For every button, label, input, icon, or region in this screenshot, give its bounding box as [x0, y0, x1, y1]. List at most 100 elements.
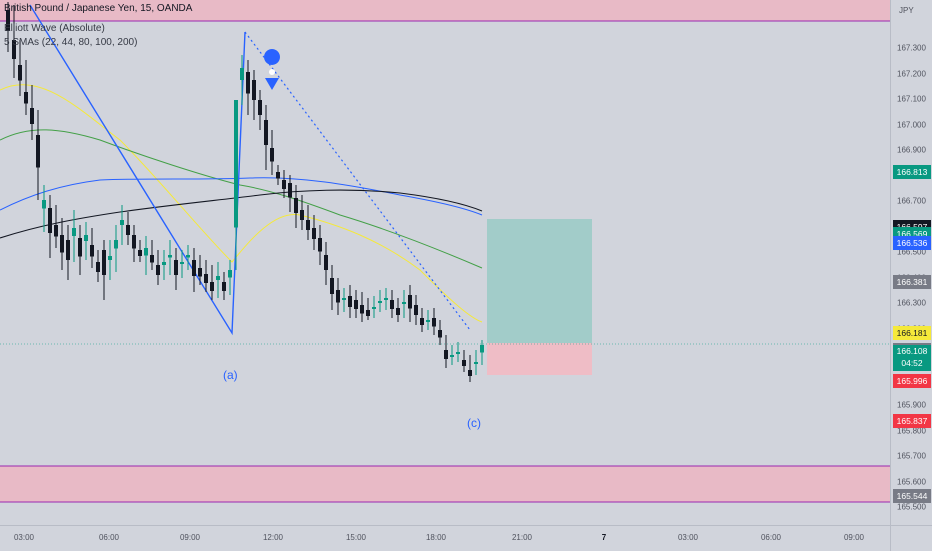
candle-body — [162, 262, 166, 265]
price-label: 166.813 — [893, 165, 931, 180]
candle-body — [54, 225, 58, 237]
candle-body — [276, 172, 280, 179]
candle-body — [396, 308, 400, 315]
candle-body — [306, 220, 310, 230]
chart-plot-area[interactable]: British Pound / Japanese Yen, 15, OANDA … — [0, 0, 890, 525]
candle-body — [12, 40, 16, 59]
candle-body — [48, 208, 52, 233]
price-label: 166.381 — [893, 275, 931, 290]
sma-44-line — [0, 129, 483, 269]
time-tick: 03:00 — [677, 533, 699, 542]
candle-body — [150, 255, 154, 263]
candle-body — [372, 307, 376, 309]
candle-body — [270, 148, 274, 162]
price-tick: 165.700 — [897, 451, 926, 461]
candle-body — [120, 220, 124, 225]
symbol-title[interactable]: British Pound / Japanese Yen, 15, OANDA — [4, 3, 193, 14]
candle-body — [414, 305, 418, 315]
candle-body — [246, 72, 250, 94]
price-label-value: 166.108 — [896, 345, 928, 356]
indicator-elliott-wave[interactable]: Elliott Wave (Absolute) — [4, 23, 105, 34]
price-label-value: 166.569 — [896, 229, 928, 240]
elliott-wave-projection — [244, 31, 471, 331]
candle-body — [222, 282, 226, 291]
candle-body — [384, 298, 388, 300]
candle-body — [252, 80, 256, 100]
currency-unit[interactable]: JPY — [899, 6, 914, 15]
candle-body — [468, 370, 472, 376]
candle-body — [354, 300, 358, 309]
bar-countdown: 04:52 — [901, 357, 923, 368]
candle-body — [174, 260, 178, 275]
candle-body — [114, 240, 118, 249]
candle-body — [474, 362, 478, 364]
price-tick: 166.300 — [897, 298, 926, 308]
axis-corner — [890, 525, 932, 551]
time-tick: 7 — [601, 533, 607, 542]
candle-body — [288, 183, 292, 198]
event-marker-dot — [269, 69, 275, 75]
candle-body — [402, 302, 406, 304]
candle-body — [72, 228, 76, 236]
indicator-smas[interactable]: 5 SMAs (22, 44, 80, 100, 200) — [4, 37, 138, 48]
candle-body — [6, 10, 10, 31]
price-label: 165.996 — [893, 373, 931, 388]
candle-body — [180, 262, 184, 264]
candle-body — [18, 65, 22, 81]
candle-body — [360, 305, 364, 314]
time-axis[interactable]: 03:00 06:00 09:00 12:00 15:00 18:00 21:00 7 03:0… — [0, 525, 890, 551]
candle-body — [456, 352, 460, 354]
price-chart[interactable] — [0, 0, 890, 525]
candle-body — [228, 270, 232, 278]
candle-body — [420, 318, 424, 325]
price-tick: 166.900 — [897, 145, 926, 155]
candle-body — [30, 108, 34, 124]
time-tick: 06:00 — [98, 533, 120, 542]
candle-body — [108, 256, 112, 260]
candle-body — [234, 100, 238, 228]
candle-body — [444, 350, 448, 359]
upper-zone — [0, 0, 890, 21]
wave-label-c: (c) — [467, 416, 481, 430]
candle-body — [144, 248, 148, 256]
time-tick: 09:00 — [179, 533, 201, 542]
candle-body — [282, 180, 286, 189]
price-label-value: 166.597 — [893, 220, 931, 234]
price-label-value: 165.544 — [896, 490, 928, 501]
candle-body — [432, 318, 436, 327]
candle-body — [168, 255, 172, 258]
price-tick: 167.000 — [897, 120, 926, 129]
time-tick: 21:00 — [511, 533, 533, 542]
price-tick: 167.300 — [897, 43, 926, 53]
candle-body — [198, 268, 202, 277]
candle-body — [264, 120, 268, 145]
candle-body — [60, 235, 64, 253]
candle-body — [90, 245, 94, 257]
long-position-target — [487, 219, 592, 343]
candle-body — [84, 235, 88, 241]
candle-body — [204, 274, 208, 283]
candle-body — [96, 262, 100, 272]
price-label-value: 165.996 — [896, 375, 928, 386]
candle-body — [324, 255, 328, 270]
time-tick: 12:00 — [262, 533, 284, 542]
candle-body — [138, 250, 142, 256]
long-position-stop — [487, 343, 592, 375]
candle-body — [186, 255, 190, 258]
event-marker-pin-tip — [265, 78, 279, 90]
candle-body — [450, 355, 454, 357]
candle-body — [294, 198, 298, 213]
candle-body — [318, 238, 322, 252]
candlestick-series — [6, 2, 484, 382]
price-label: 166.181 — [893, 326, 931, 341]
price-tick: 166.500 — [897, 247, 926, 257]
candle-body — [156, 265, 160, 275]
price-label-value: 165.837 — [896, 416, 928, 427]
candle-body — [348, 296, 352, 307]
sma-200-line — [0, 189, 483, 239]
candle-body — [480, 345, 484, 353]
candle-body — [210, 282, 214, 291]
price-axis[interactable]: JPY 167.300 167.200 167.100 167.000 166.900 1… — [890, 0, 932, 525]
price-tick: 167.100 — [897, 94, 926, 104]
wave-label-a: (a) — [223, 368, 238, 382]
